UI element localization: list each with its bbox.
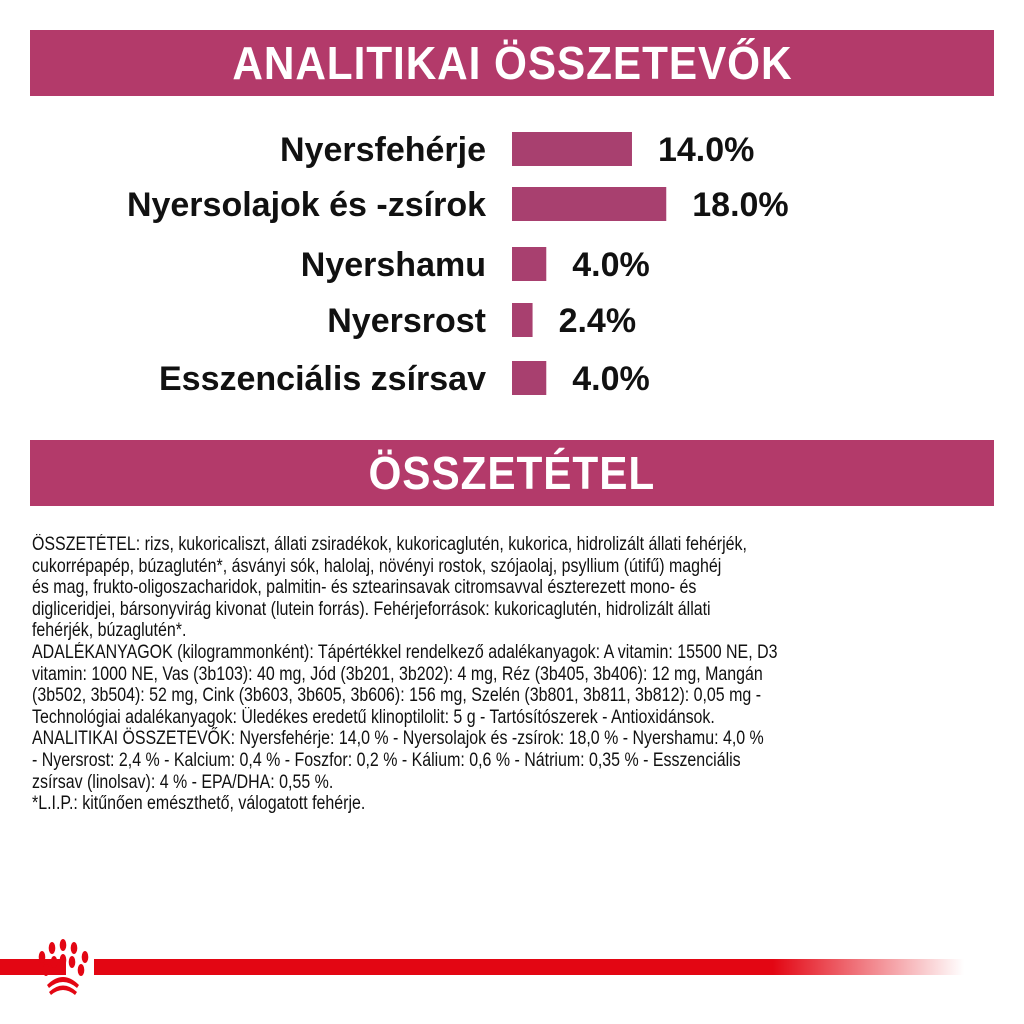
- bar: [512, 303, 533, 337]
- category-label: Nyershamu: [301, 246, 486, 284]
- composition-line: (3b502, 3b504): 52 mg, Cink (3b603, 3b60…: [32, 685, 762, 707]
- stripe-left: [0, 959, 66, 975]
- bar-chart: Nyersfehérje 14.0% Nyersolajok és -zsírok 1…: [127, 131, 789, 398]
- value-label: 4.0%: [572, 246, 650, 284]
- bar: [512, 132, 632, 166]
- value-label: 14.0%: [658, 131, 754, 169]
- composition-line: zsírsav (linolsav): 4 % - EPA/DHA: 0,55 …: [32, 771, 334, 793]
- composition-text: ÖSSZETÉTEL: rizs, kukoricaliszt, állati …: [32, 534, 1012, 815]
- royal-canin-paw-crown-icon: [38, 939, 89, 995]
- composition-line: ADALÉKANYAGOK (kilogrammonként): Tápérté…: [32, 641, 778, 663]
- composition-title: ÖSSZETÉTEL: [368, 447, 656, 499]
- composition-line: - Nyersrost: 2,4 % - Kalcium: 0,4 % - Fo…: [32, 749, 741, 771]
- composition-line: Technológiai adalékanyagok: Üledékes ere…: [32, 706, 715, 728]
- bar: [512, 187, 667, 221]
- value-label: 2.4%: [559, 302, 637, 340]
- composition-line: ANALITIKAI ÖSSZETEVŐK: Nyersfehérje: 14,…: [32, 728, 764, 750]
- value-label: 18.0%: [692, 186, 788, 224]
- composition-line: *L.I.P.: kitűnően emészthető, válogatott…: [32, 793, 366, 815]
- category-label: Nyersrost: [327, 302, 486, 340]
- composition-line: fehérjék, búzaglutén*.: [32, 620, 187, 642]
- composition-line: ÖSSZETÉTEL: rizs, kukoricaliszt, állati …: [32, 534, 747, 555]
- category-label: Nyersolajok és -zsírok: [127, 186, 486, 224]
- category-label: Nyersfehérje: [280, 131, 486, 169]
- composition-line: és mag, frukto-oligoszacharidok, palmiti…: [32, 577, 697, 599]
- composition-line: digliceridjei, bársonyvirág kivonat (lut…: [32, 598, 711, 620]
- stripe-right: [94, 959, 964, 975]
- value-label: 4.0%: [572, 360, 650, 398]
- bar: [512, 361, 547, 395]
- composition-banner: ÖSSZETÉTEL: [30, 440, 994, 506]
- composition-line: cukorrépapép, búzaglutén*, ásványi sók, …: [32, 555, 722, 577]
- bar: [512, 247, 547, 281]
- banner-title: ANALITIKAI ÖSSZETEVŐK: [231, 37, 793, 89]
- category-label: Esszenciális zsírsav: [159, 360, 486, 398]
- analytical-constituents-banner: ANALITIKAI ÖSSZETEVŐK: [30, 30, 994, 96]
- composition-line: vitamin: 1000 NE, Vas (3b103): 40 mg, Jó…: [32, 663, 763, 685]
- footer-brand-stripe: [0, 939, 964, 995]
